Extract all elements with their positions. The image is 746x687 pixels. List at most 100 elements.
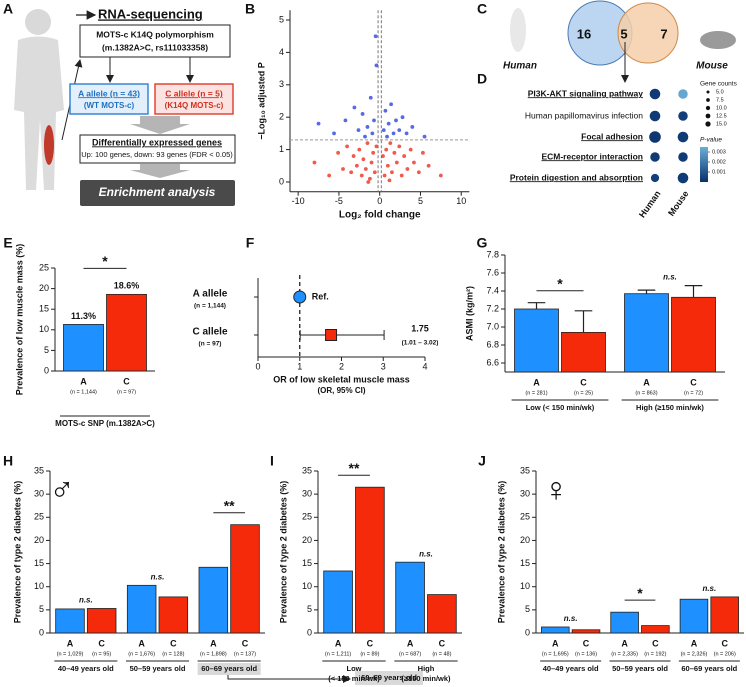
point bbox=[345, 144, 349, 149]
n-label: (n = 136) bbox=[575, 651, 597, 657]
venn-count: 16 bbox=[577, 26, 591, 41]
n-label: (n = 128) bbox=[162, 651, 184, 657]
enrichment: Enrichment analysis bbox=[99, 185, 216, 199]
term-label: Protein digestion and absorption bbox=[510, 172, 643, 182]
y-tick-label: 35 bbox=[302, 465, 312, 475]
panel-label: B bbox=[245, 1, 255, 17]
point bbox=[426, 163, 431, 168]
y-tick-label: 0 bbox=[525, 627, 530, 637]
point bbox=[360, 112, 365, 116]
x-tick-label: C bbox=[721, 638, 728, 648]
y-tick-label: 0 bbox=[44, 365, 49, 375]
dot bbox=[649, 110, 661, 122]
group-label: 40–49 years old bbox=[543, 664, 599, 673]
legend-dot bbox=[705, 105, 711, 111]
legend-dot bbox=[706, 90, 710, 94]
y-tick-label: 5 bbox=[279, 14, 284, 24]
legend-label: 10.0 bbox=[716, 105, 727, 111]
x-tick-label: 2 bbox=[339, 361, 344, 371]
legend-label: 5.0 bbox=[716, 89, 724, 95]
n-label: (n = 48) bbox=[432, 651, 451, 657]
y-tick-label: 10 bbox=[34, 581, 44, 591]
n-label: (n = 206) bbox=[714, 651, 736, 657]
point bbox=[316, 121, 321, 126]
point bbox=[332, 131, 336, 136]
point bbox=[405, 167, 410, 171]
bar bbox=[106, 293, 147, 372]
point bbox=[382, 173, 387, 178]
venn-count: 7 bbox=[660, 26, 667, 41]
significance: ** bbox=[349, 460, 360, 476]
legend-dot bbox=[705, 121, 711, 127]
dot bbox=[649, 131, 661, 143]
x-tick-label: A bbox=[138, 638, 145, 648]
n-label: (n = 97) bbox=[199, 341, 222, 348]
y-tick-label: 6.8 bbox=[486, 339, 499, 349]
point bbox=[372, 118, 376, 123]
box bbox=[79, 24, 231, 58]
y-tick-label: 25 bbox=[520, 512, 530, 522]
n-label: (n = 1,676) bbox=[128, 651, 155, 657]
n-label: (n = 1,211) bbox=[325, 651, 352, 657]
dot bbox=[678, 89, 688, 99]
n-label: (n = 1,144) bbox=[70, 389, 97, 395]
sex-symbol: ♀ bbox=[543, 471, 569, 509]
point bbox=[394, 118, 398, 123]
point bbox=[404, 131, 409, 136]
point bbox=[371, 150, 376, 155]
a-allele-note: (WT MOTS-c) bbox=[84, 101, 135, 110]
bar bbox=[126, 584, 157, 634]
title: RNA-sequencing bbox=[98, 6, 203, 21]
bar bbox=[323, 570, 353, 634]
n-label: (n = 25) bbox=[574, 390, 593, 396]
significance: n.s. bbox=[79, 596, 93, 605]
legend-label: 15.0 bbox=[716, 121, 727, 127]
point bbox=[381, 154, 385, 158]
y-tick-label: 10 bbox=[520, 581, 530, 591]
block-arrow bbox=[130, 164, 190, 178]
point bbox=[402, 154, 407, 158]
y-tick-label: 0 bbox=[307, 627, 312, 637]
bar bbox=[355, 486, 385, 634]
marker bbox=[325, 329, 338, 341]
row-label: A allele bbox=[193, 289, 228, 300]
y-axis-label: Prevalence of type 2 diabetes (%) bbox=[12, 481, 22, 624]
y-tick-label: 20 bbox=[302, 535, 312, 545]
point bbox=[389, 102, 394, 107]
value-label: 11.3% bbox=[71, 311, 96, 321]
point bbox=[349, 170, 354, 175]
group-highlight bbox=[197, 663, 261, 675]
y-tick-label: 20 bbox=[39, 283, 49, 293]
silhouette-head bbox=[25, 9, 51, 35]
x-axis-label: MOTS-c SNP (m.1382A>C) bbox=[55, 419, 155, 428]
significance: * bbox=[102, 253, 108, 269]
x-axis-label: (OR, 95% CI) bbox=[317, 386, 365, 395]
point bbox=[399, 173, 404, 178]
point bbox=[365, 141, 370, 146]
bar bbox=[671, 296, 716, 373]
point bbox=[387, 178, 392, 183]
point bbox=[410, 125, 415, 129]
y-axis-label: −Log₁₀ adjusted P bbox=[256, 62, 266, 140]
significance: * bbox=[637, 585, 643, 601]
y-tick-label: 4 bbox=[279, 47, 284, 57]
bar bbox=[86, 608, 117, 634]
group-label: (≥150 min/wk) bbox=[401, 674, 451, 683]
y-axis-label: Prevalence of low muscle mass (%) bbox=[14, 244, 24, 396]
point bbox=[391, 131, 396, 136]
point bbox=[385, 163, 390, 168]
bar bbox=[610, 611, 639, 634]
bar bbox=[710, 596, 739, 634]
legend-dot bbox=[706, 98, 710, 102]
point bbox=[390, 170, 394, 175]
y-tick-label: 6.6 bbox=[486, 357, 499, 367]
point bbox=[392, 150, 397, 155]
point bbox=[327, 173, 332, 178]
block-arrow bbox=[130, 116, 190, 134]
point bbox=[408, 147, 413, 152]
y-tick-label: 10 bbox=[39, 324, 49, 334]
term-label: PI3K-AKT signaling pathway bbox=[528, 88, 644, 98]
point bbox=[438, 173, 443, 178]
